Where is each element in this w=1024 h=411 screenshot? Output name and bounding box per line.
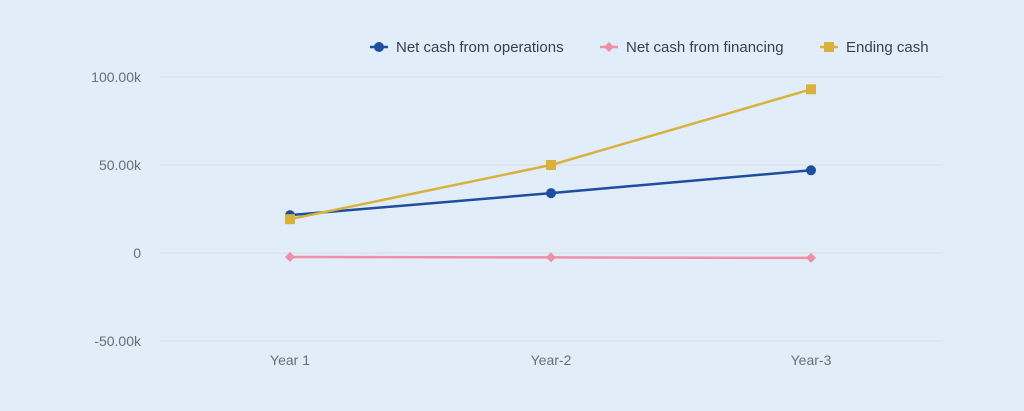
series-ending-cash: [285, 84, 816, 225]
series-net-cash-from-financing: [285, 252, 816, 263]
circle-marker[interactable]: [806, 165, 816, 176]
y-tick-label: 0: [133, 245, 141, 261]
y-axis-labels: 100.00k 50.00k 0 -50.00k: [91, 69, 142, 349]
diamond-marker[interactable]: [285, 252, 295, 263]
x-axis-labels: Year 1 Year-2 Year-3: [270, 352, 832, 368]
legend-item[interactable]: Net cash from financing: [600, 39, 784, 56]
series-lines: [285, 84, 816, 263]
x-tick-label: Year-2: [531, 352, 572, 368]
gridlines: [160, 76, 942, 342]
legend-label: Net cash from financing: [626, 39, 784, 56]
diamond-marker[interactable]: [604, 42, 614, 52]
series-line: [289, 88, 812, 221]
square-marker[interactable]: [824, 42, 834, 52]
diamond-marker[interactable]: [806, 252, 816, 263]
y-tick-label: 50.00k: [99, 157, 142, 173]
legend-item[interactable]: Net cash from operations: [370, 39, 564, 56]
series-net-cash-from-operations: [285, 165, 816, 221]
circle-marker[interactable]: [374, 42, 384, 52]
square-marker[interactable]: [285, 214, 295, 225]
y-tick-label: -50.00k: [94, 333, 142, 349]
legend: Net cash from operations Net cash from fi…: [370, 39, 929, 56]
square-marker[interactable]: [806, 84, 816, 95]
x-tick-label: Year-3: [791, 352, 832, 368]
circle-marker[interactable]: [546, 188, 556, 199]
diamond-marker[interactable]: [546, 252, 556, 263]
legend-label: Ending cash: [846, 39, 929, 56]
legend-item[interactable]: Ending cash: [820, 39, 929, 56]
y-tick-label: 100.00k: [91, 69, 142, 85]
x-tick-label: Year 1: [270, 352, 310, 368]
legend-label: Net cash from operations: [396, 39, 564, 56]
square-marker[interactable]: [546, 160, 556, 170]
